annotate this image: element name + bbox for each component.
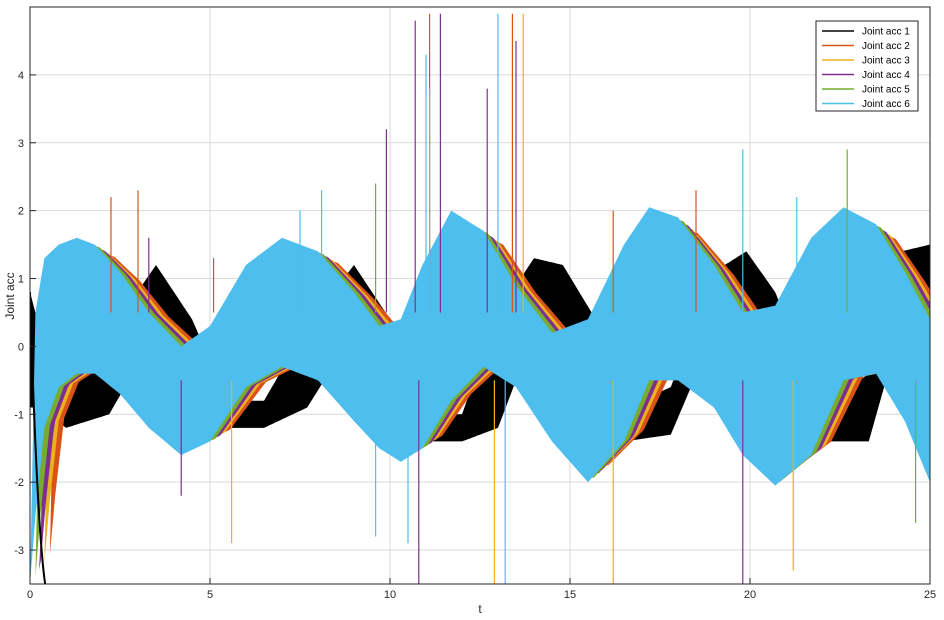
x-tick-label: 10	[384, 589, 396, 601]
y-axis-label: Joint acc	[3, 272, 17, 319]
series-layer	[30, 13, 930, 584]
plot-border	[29, 6, 931, 585]
transient-line	[30, 292, 47, 584]
legend-entry-3: Joint acc 3	[862, 56, 910, 67]
y-tick-label: -1	[14, 409, 24, 421]
y-tick-label: 0	[18, 341, 24, 353]
x-tick-label: 15	[564, 589, 576, 601]
x-tick-label: 5	[207, 589, 213, 601]
legend-entry-2: Joint acc 2	[862, 41, 910, 52]
legend-box	[815, 20, 919, 112]
x-tick-label: 0	[27, 589, 33, 601]
legend-entry-4: Joint acc 4	[862, 70, 910, 81]
legend-entry-6: Joint acc 6	[862, 99, 910, 110]
y-tick-label: 3	[18, 138, 24, 150]
y-tick-label: -3	[14, 545, 24, 557]
legend-entry-5: Joint acc 5	[862, 85, 910, 96]
y-tick-label: 1	[18, 274, 24, 286]
x-axis-label: t	[478, 602, 482, 616]
x-tick-label: 20	[744, 589, 756, 601]
x-tick-label: 25	[924, 589, 936, 601]
y-tick-label: 2	[18, 206, 24, 218]
y-tick-label: -2	[14, 477, 24, 489]
legend: Joint acc 1 Joint acc 2 Joint acc 3 Joint a…	[815, 20, 919, 112]
series-joint-acc-6	[30, 207, 930, 584]
y-tick-label: 4	[18, 70, 24, 82]
legend-entry-1: Joint acc 1	[862, 27, 910, 38]
axis-ticks: 0 5 10 15 20 25 -3 -2 -1 0 1 2 3 4	[14, 70, 936, 601]
